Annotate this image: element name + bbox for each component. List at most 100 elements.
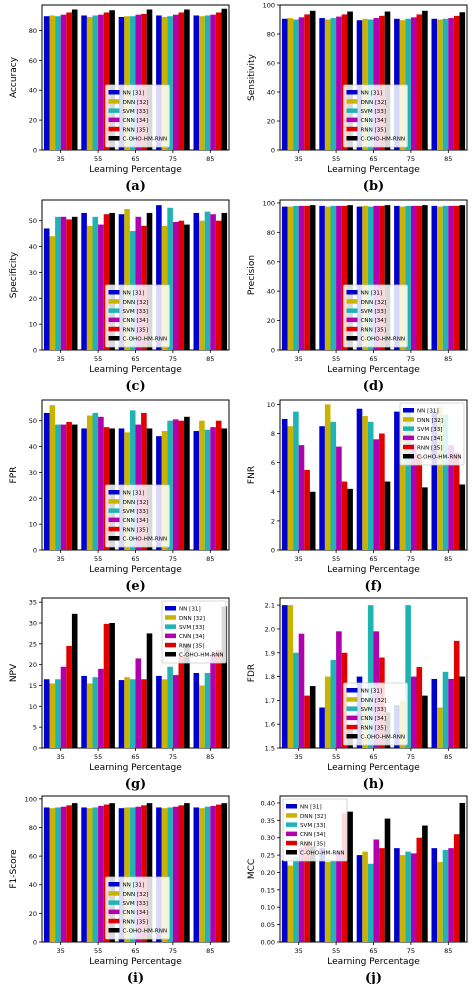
y-tick-label: 5 <box>33 724 37 732</box>
x-tick-label: 65 <box>131 947 139 955</box>
bar <box>55 424 61 550</box>
bar <box>221 606 228 748</box>
legend-swatch <box>286 850 297 855</box>
bar <box>384 481 391 550</box>
bar <box>86 808 93 942</box>
x-tick-label: 35 <box>295 947 303 955</box>
bar <box>281 18 288 151</box>
bar <box>362 18 368 151</box>
bar <box>356 408 363 550</box>
legend: NN [31] DNN [32] SVM [33] CNN [34] RNN [35] C… <box>105 484 170 548</box>
bar <box>49 236 56 350</box>
legend-swatch <box>346 734 358 739</box>
bar <box>204 211 211 350</box>
legend-entry: CNN [34] <box>417 436 443 442</box>
bar <box>309 686 316 748</box>
bar <box>204 673 211 748</box>
bar <box>103 214 110 350</box>
y-axis-label: Sensitivity <box>247 53 257 101</box>
bar <box>109 623 115 748</box>
bar <box>442 414 449 550</box>
legend-swatch <box>403 426 414 431</box>
x-tick-label: 85 <box>206 947 214 955</box>
bar <box>141 412 147 550</box>
bar <box>293 652 299 748</box>
x-axis-label: Learning Percentage <box>327 565 420 575</box>
bar <box>215 804 222 942</box>
bar <box>356 855 363 942</box>
bar <box>379 848 385 942</box>
bar <box>129 679 136 748</box>
x-tick-label: 85 <box>206 555 214 563</box>
bar <box>43 807 50 942</box>
bar <box>405 18 411 151</box>
legend-swatch <box>108 499 120 504</box>
bar <box>410 676 417 748</box>
legend-swatch <box>346 308 358 313</box>
bar <box>81 807 87 942</box>
bar <box>71 424 78 550</box>
bar <box>49 405 56 550</box>
x-axis-label: Learning Percentage <box>89 365 182 375</box>
x-tick-label: 35 <box>295 155 303 163</box>
legend-entry: CNN [34] <box>123 910 149 916</box>
y-tick-label: 0.05 <box>261 921 275 929</box>
bar <box>437 19 443 150</box>
x-tick-label: 85 <box>206 753 214 761</box>
bar <box>49 808 56 942</box>
bar <box>281 418 288 550</box>
y-tick-label: 0 <box>271 347 275 355</box>
legend-swatch <box>108 126 120 132</box>
bar <box>156 205 162 350</box>
bar <box>459 205 466 350</box>
x-tick-label: 85 <box>444 947 452 955</box>
bar <box>336 631 342 748</box>
y-tick-label: 20 <box>29 495 37 503</box>
y-tick-label: 0 <box>33 745 37 753</box>
x-tick-label: 75 <box>169 355 177 363</box>
bar <box>422 205 428 350</box>
bar <box>298 17 305 151</box>
bar <box>146 803 153 942</box>
legend-entry: DNN [32] <box>123 500 149 506</box>
y-tick-label: 20 <box>29 295 37 303</box>
legend: NN [31] DNN [32] SVM [33] CNN [34] RNN [35] C… <box>399 402 465 466</box>
y-tick-label: 20 <box>29 661 37 669</box>
bar <box>98 224 104 350</box>
bar <box>437 407 443 550</box>
legend-swatch <box>403 408 414 413</box>
y-tick-label: 20 <box>267 317 275 325</box>
chart-panel-8: 1.5 1.6 1.7 1.8 1.9 2.0 2.1 35 55 65 75 85 Learning … <box>247 597 468 792</box>
legend-entry: DNN [32] <box>179 616 205 622</box>
x-axis-label: Learning Percentage <box>327 957 420 967</box>
y-tick-label: 40 <box>29 881 37 889</box>
legend-swatch <box>165 624 176 629</box>
bar <box>135 658 142 748</box>
bar <box>293 856 299 942</box>
bar <box>319 205 325 350</box>
legend-entry: C-OHO-HM-RNN <box>361 137 406 143</box>
y-tick-label: 6 <box>271 459 275 467</box>
bar <box>431 411 438 550</box>
bar <box>55 216 61 350</box>
legend-entry: NN [31] <box>361 689 383 695</box>
bar <box>373 205 380 350</box>
y-tick-label: 1.9 <box>265 649 275 657</box>
bar <box>161 808 168 942</box>
y-tick-label: 60 <box>29 853 37 861</box>
legend-entry: DNN [32] <box>123 300 149 306</box>
legend-swatch <box>286 822 297 827</box>
bar <box>221 212 228 350</box>
bar <box>448 445 454 550</box>
bar <box>210 654 216 748</box>
bar <box>146 633 153 748</box>
bar <box>199 220 205 350</box>
legend-box <box>343 84 408 148</box>
legend-entry: C-OHO-HM-RNN <box>300 851 345 857</box>
y-tick-label: 0.35 <box>261 817 275 825</box>
legend-entry: RNN [35] <box>123 127 149 133</box>
legend-entry: DNN [32] <box>361 300 387 306</box>
bar <box>379 205 385 350</box>
legend-box <box>105 484 170 548</box>
x-tick-label: 35 <box>295 555 303 563</box>
